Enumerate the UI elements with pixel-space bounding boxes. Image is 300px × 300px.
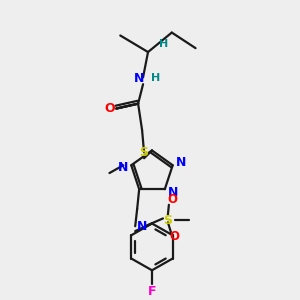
Text: N: N — [167, 186, 178, 199]
Text: H: H — [151, 74, 160, 83]
Text: O: O — [104, 102, 115, 115]
Text: O: O — [168, 194, 178, 206]
Text: N: N — [118, 161, 128, 174]
Text: S: S — [140, 146, 148, 159]
Text: N: N — [134, 72, 144, 85]
Text: O: O — [170, 230, 180, 244]
Text: N: N — [137, 220, 147, 233]
Text: S: S — [164, 214, 172, 227]
Text: H: H — [159, 39, 169, 49]
Text: N: N — [176, 156, 186, 169]
Text: F: F — [148, 285, 156, 298]
